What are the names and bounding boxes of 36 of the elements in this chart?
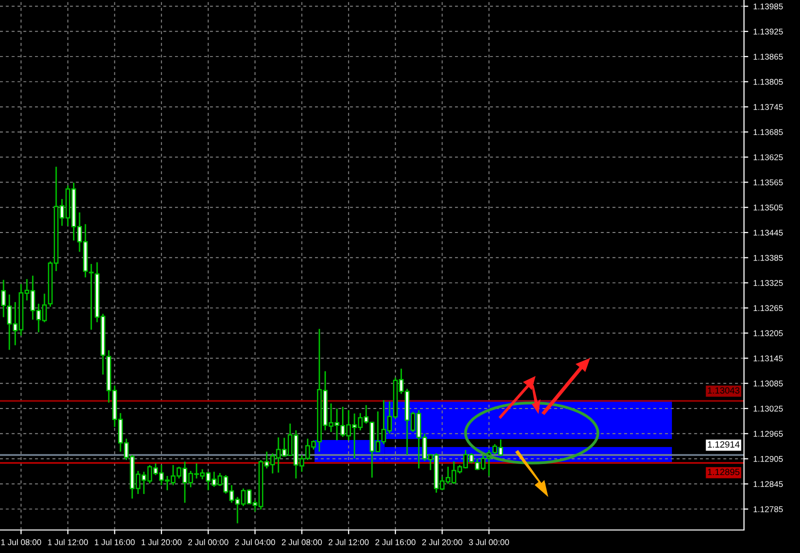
ref-line-label: 1.13043 [708, 387, 740, 394]
y-tick-label: 1.13625 [754, 154, 783, 160]
x-tick-label: 1 Jul 08:00 [1, 539, 42, 546]
y-tick-label: 1.13325 [754, 280, 783, 286]
x-tick-label: 2 Jul 16:00 [375, 539, 416, 546]
y-tick-label: 1.13265 [754, 305, 783, 312]
x-tick-label: 2 Jul 20:00 [422, 539, 462, 546]
y-tick-label: 1.13085 [754, 380, 783, 386]
x-tick-label: 2 Jul 08:00 [282, 539, 322, 546]
candlestick [88, 263, 94, 330]
y-tick-label: 1.13565 [754, 179, 783, 186]
x-tick-label: 2 Jul 00:00 [188, 539, 228, 546]
y-tick-label: 1.13745 [754, 104, 783, 110]
y-tick-label: 1.12965 [754, 430, 783, 437]
x-tick-label: 1 Jul 16:00 [94, 539, 135, 546]
ref-line-label: 1.12914 [708, 441, 740, 448]
x-tick-label: 3 Jul 00:00 [468, 539, 510, 546]
x-tick-label: 2 Jul 12:00 [328, 539, 369, 546]
x-tick-label: 2 Jul 04:00 [235, 539, 276, 546]
y-tick-label: 1.13925 [754, 28, 783, 35]
y-tick-label: 1.13445 [754, 230, 783, 236]
y-tick-label: 1.13805 [754, 78, 783, 85]
ref-line-label: 1.12895 [708, 468, 740, 476]
y-tick-label: 1.13145 [754, 355, 783, 362]
y-tick-label: 1.13205 [754, 330, 783, 336]
y-tick-label: 1.12845 [754, 481, 783, 488]
y-tick-label: 1.13505 [754, 204, 783, 210]
y-tick-label: 1.13385 [754, 254, 783, 261]
y-tick-label: 1.13985 [754, 3, 783, 10]
y-tick-label: 1.13865 [754, 54, 783, 60]
y-tick-label: 1.13025 [754, 406, 783, 412]
y-tick-label: 1.13685 [754, 129, 783, 136]
x-tick-label: 1 Jul 20:00 [142, 539, 182, 546]
x-tick-label: 1 Jul 12:00 [48, 539, 88, 546]
y-tick-label: 1.12905 [754, 456, 783, 462]
y-tick-label: 1.12785 [754, 506, 783, 512]
